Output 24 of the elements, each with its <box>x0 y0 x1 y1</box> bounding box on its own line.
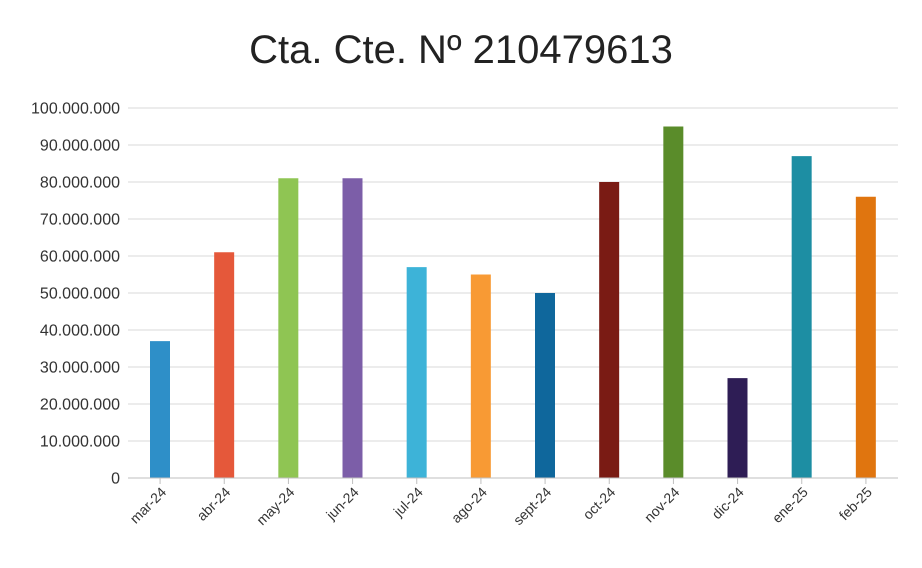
y-tick-label: 10.000.000 <box>40 434 120 451</box>
y-tick-label: 90.000.000 <box>40 138 120 155</box>
y-tick-label: 80.000.000 <box>40 174 120 192</box>
bar <box>278 178 298 478</box>
y-tick-label: 50.000.000 <box>40 286 120 303</box>
y-tick-label: 0 <box>111 470 120 488</box>
bar <box>150 341 170 478</box>
y-tick-label: 20.000.000 <box>40 396 120 414</box>
y-tick-label: 40.000.000 <box>40 322 120 340</box>
bar <box>406 267 427 478</box>
y-tick-label: 30.000.000 <box>40 360 120 377</box>
bar <box>535 293 555 478</box>
bar <box>470 274 491 478</box>
bar <box>663 126 684 478</box>
bar <box>728 378 748 478</box>
bar <box>792 156 812 478</box>
y-tick-label: 100.000.000 <box>31 100 120 118</box>
y-tick-label: 70.000.000 <box>40 212 120 229</box>
bar <box>342 178 362 478</box>
y-tick-label: 60.000.000 <box>40 248 120 266</box>
bar <box>856 196 876 478</box>
chart-title: Cta. Cte. Nº 210479613 <box>248 27 674 74</box>
bar <box>599 182 620 478</box>
bar <box>214 252 234 478</box>
